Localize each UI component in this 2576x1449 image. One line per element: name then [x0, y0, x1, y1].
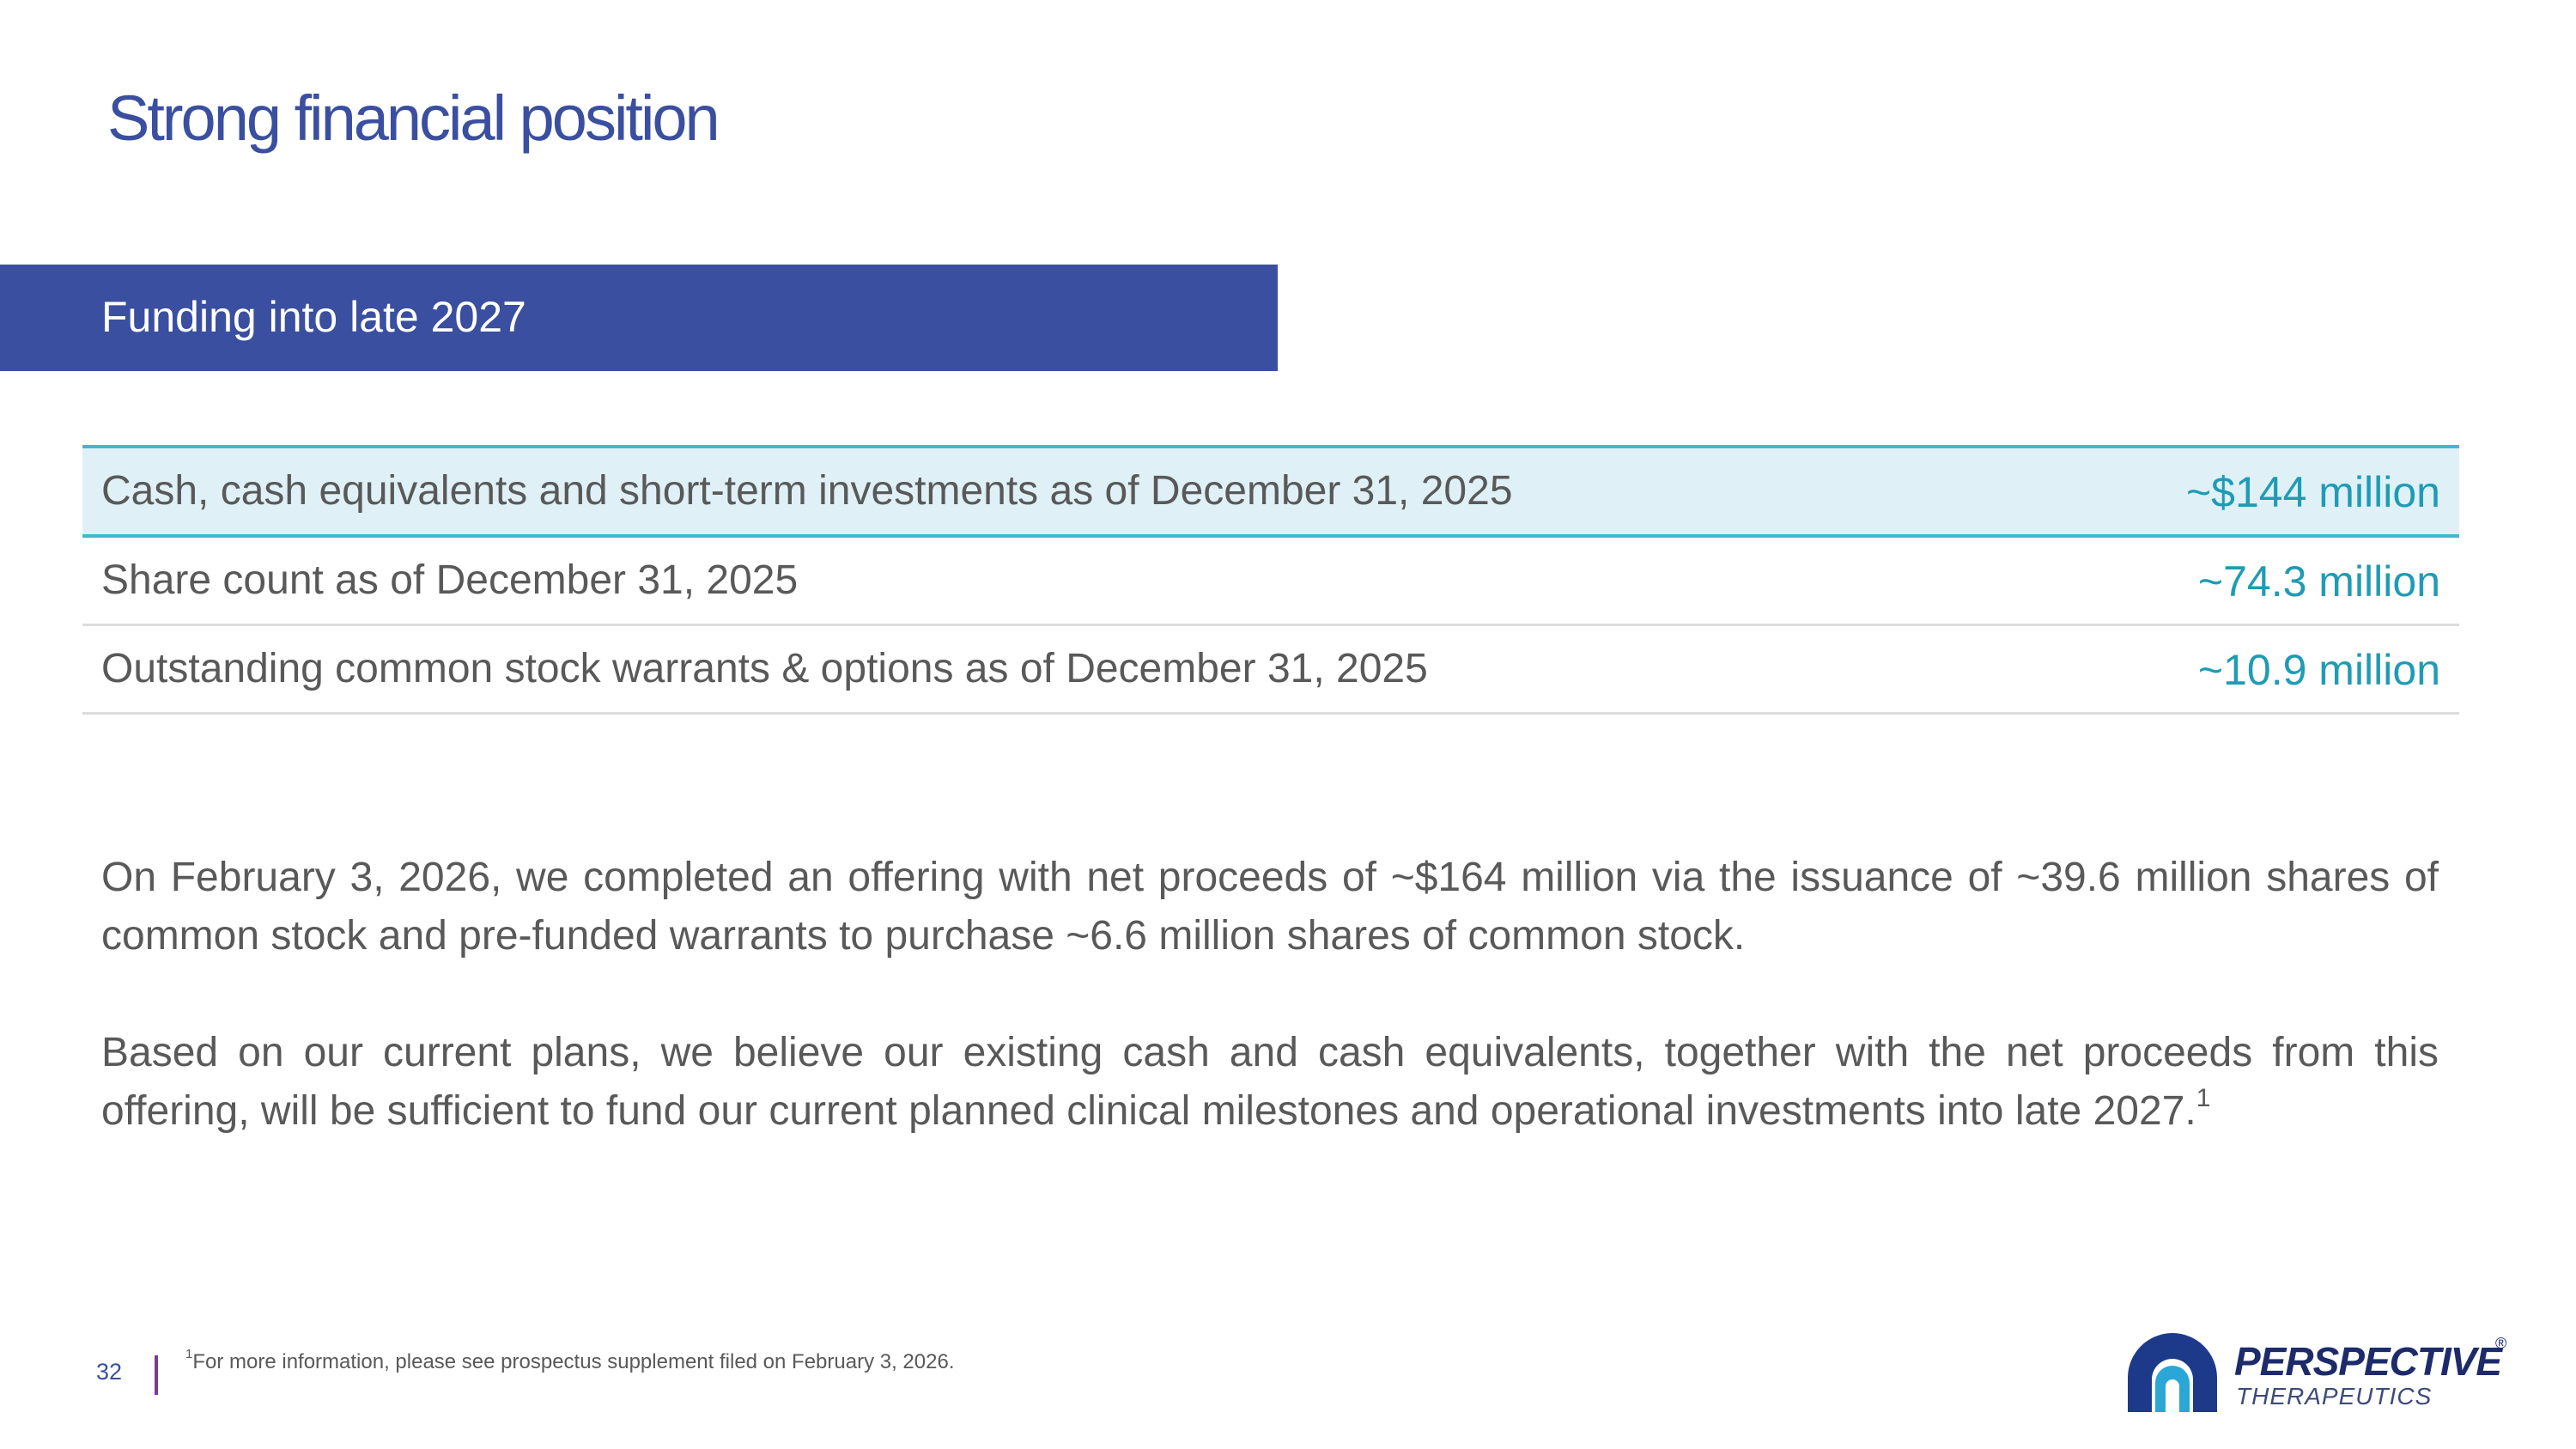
footnote: 1For more information, please see prospe… [185, 1347, 955, 1374]
logo-registered-mark: ® [2495, 1335, 2507, 1352]
row-value: ~10.9 million [2197, 646, 2440, 694]
logo-wordmark: PERSPECTIVE [2234, 1339, 2502, 1384]
slide-title: Strong financial position [107, 82, 720, 154]
company-logo: PERSPECTIVE ® THERAPEUTICS [2121, 1326, 2516, 1421]
footnote-marker: 1 [185, 1347, 193, 1361]
row-label: Outstanding common stock warrants & opti… [101, 646, 1428, 691]
runway-paragraph-text: Based on our current plans, we believe o… [101, 1030, 2439, 1134]
banner: Funding into late 2027 [0, 265, 1278, 371]
row-value: ~74.3 million [2197, 557, 2440, 606]
logo-mark-icon [2128, 1333, 2217, 1412]
page-number: 32 [96, 1359, 123, 1385]
footnote-reference: 1 [2196, 1084, 2211, 1112]
table-row: Share count as of December 31, 2025 ~74.… [82, 538, 2459, 626]
footnote-text: For more information, please see prospec… [192, 1350, 955, 1373]
runway-paragraph: Based on our current plans, we believe o… [101, 1024, 2439, 1141]
row-label: Share count as of December 31, 2025 [101, 557, 799, 603]
table-row: Outstanding common stock warrants & opti… [82, 626, 2459, 715]
financial-table: Cash, cash equivalents and short-term in… [82, 445, 2459, 715]
offering-paragraph: On February 3, 2026, we completed an off… [101, 855, 2439, 959]
row-value: ~$144 million [2185, 468, 2440, 516]
page-divider [155, 1355, 158, 1395]
banner-label: Funding into late 2027 [101, 293, 526, 341]
logo-subtitle: THERAPEUTICS [2236, 1383, 2433, 1409]
table-row: Cash, cash equivalents and short-term in… [82, 445, 2459, 538]
row-label: Cash, cash equivalents and short-term in… [101, 468, 1513, 514]
